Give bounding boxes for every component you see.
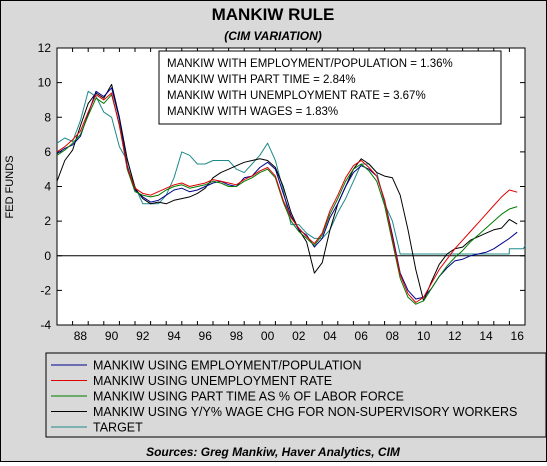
source-note: Sources: Greg Mankiw, Haver Analytics, C… <box>146 445 401 459</box>
x-tick-label: 92 <box>136 329 150 343</box>
series-line-1 <box>56 92 518 303</box>
x-tick-label: 98 <box>230 329 244 343</box>
chart-subtitle: (CIM VARIATION) <box>224 29 322 43</box>
x-tick-label: 16 <box>511 329 525 343</box>
y-tick-label: -2 <box>40 283 51 297</box>
legend-label: TARGET <box>93 421 143 435</box>
y-tick-label: 12 <box>38 41 52 55</box>
x-tick-label: 02 <box>292 329 306 343</box>
legend-box <box>45 352 547 438</box>
x-tick-label: 88 <box>74 329 88 343</box>
y-axis-label: FED FUNDS <box>4 156 16 219</box>
annotation-wages: MANKIW WITH WAGES = 1.83% <box>167 106 338 118</box>
x-tick-label: 08 <box>386 329 400 343</box>
legend-label: MANKIW USING Y/Y% WAGE CHG FOR NON-SUPER… <box>93 405 517 419</box>
x-tick-label: 06 <box>355 329 369 343</box>
legend-label: MANKIW USING UNEMPLOYMENT RATE <box>93 374 332 388</box>
chart-title: MANKIW RULE <box>212 5 335 24</box>
legend-label: MANKIW USING EMPLOYMENT/POPULATION <box>93 359 362 373</box>
x-tick-label: 00 <box>261 329 275 343</box>
annotation-box <box>158 50 502 125</box>
x-tick-label: 14 <box>479 329 493 343</box>
x-tick-label: 12 <box>448 329 462 343</box>
series-line-3 <box>56 83 518 302</box>
annotation-employment: MANKIW WITH EMPLOYMENT/POPULATION = 1.36… <box>167 58 453 70</box>
legend: MANKIW USING EMPLOYMENT/POPULATIONMANKIW… <box>51 359 517 435</box>
y-tick-label: 2 <box>44 214 51 228</box>
x-tick-label: 94 <box>167 329 181 343</box>
x-tick-label: 96 <box>199 329 213 343</box>
series-line-2 <box>56 94 518 305</box>
y-tick-label: 4 <box>44 180 51 194</box>
annotation-unemployment: MANKIW WITH UNEMPLOYMENT RATE = 3.67% <box>167 90 426 102</box>
y-tick-label: 8 <box>44 110 51 124</box>
legend-label: MANKIW USING PART TIME AS % OF LABOR FOR… <box>93 390 404 404</box>
y-tick-label: 6 <box>44 145 51 159</box>
x-tick-label: 10 <box>417 329 431 343</box>
y-tick-label: 10 <box>38 76 52 90</box>
x-tick-label: 04 <box>323 329 337 343</box>
x-tick-label: 90 <box>105 329 119 343</box>
y-tick-label: -4 <box>40 318 51 332</box>
annotation-part-time: MANKIW WITH PART TIME = 2.84% <box>167 74 356 86</box>
series-lines <box>56 83 526 305</box>
y-tick-label: 0 <box>44 249 51 263</box>
